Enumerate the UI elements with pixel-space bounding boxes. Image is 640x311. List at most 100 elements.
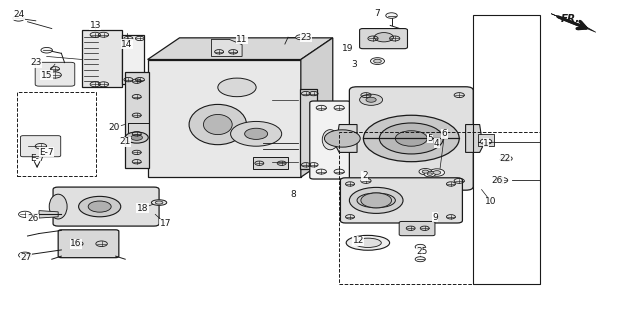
Text: 27: 27 [20,253,32,262]
Circle shape [230,121,282,146]
FancyBboxPatch shape [35,62,75,86]
Circle shape [41,48,52,53]
Text: 26: 26 [27,215,38,224]
Circle shape [366,97,376,102]
Text: 12: 12 [353,236,364,245]
Circle shape [374,33,394,42]
Circle shape [419,169,432,175]
Circle shape [324,130,360,147]
Ellipse shape [152,200,167,205]
Text: 5: 5 [427,134,433,143]
Circle shape [428,173,433,175]
Text: 4: 4 [434,139,440,148]
Text: 22: 22 [500,154,511,163]
Text: 19: 19 [342,44,353,53]
FancyBboxPatch shape [360,29,408,49]
Polygon shape [39,211,58,218]
Text: 7: 7 [374,9,380,18]
Text: 16: 16 [70,239,82,248]
Circle shape [415,257,426,262]
Text: 14: 14 [122,39,133,49]
Circle shape [125,132,148,143]
Text: 23: 23 [300,33,312,42]
Text: 20: 20 [109,123,120,132]
Circle shape [386,13,397,18]
Circle shape [364,115,460,162]
Circle shape [13,16,24,21]
Circle shape [433,171,441,174]
Bar [83,30,122,87]
Polygon shape [466,124,483,152]
Bar [478,134,494,146]
Circle shape [480,139,492,144]
Text: 15: 15 [41,71,52,80]
Circle shape [380,123,444,154]
Polygon shape [551,14,596,32]
FancyBboxPatch shape [399,221,435,236]
Bar [125,72,149,168]
Circle shape [360,94,383,105]
Text: 3: 3 [351,60,356,69]
Text: 13: 13 [90,21,101,30]
Polygon shape [211,39,242,56]
Circle shape [349,188,403,213]
FancyBboxPatch shape [310,101,351,179]
Text: 9: 9 [432,213,438,222]
Circle shape [396,131,428,146]
FancyArrowPatch shape [557,16,587,29]
Ellipse shape [156,201,163,204]
Text: 26: 26 [492,176,503,185]
Ellipse shape [204,114,232,135]
Circle shape [500,156,512,161]
Text: E-7: E-7 [30,154,44,163]
Ellipse shape [357,193,396,208]
Text: 11: 11 [236,35,248,44]
Circle shape [424,171,436,177]
Bar [17,92,97,176]
FancyBboxPatch shape [58,230,119,258]
Ellipse shape [322,130,338,150]
Text: 24: 24 [13,10,24,19]
Text: E-7: E-7 [40,148,54,157]
Circle shape [361,193,392,208]
Bar [122,35,145,84]
Circle shape [422,170,429,173]
Text: 21: 21 [120,137,131,146]
Polygon shape [301,38,333,177]
Ellipse shape [346,235,390,250]
Text: 25: 25 [417,247,428,256]
Circle shape [79,196,121,217]
Circle shape [415,244,426,249]
Text: 2: 2 [362,171,367,180]
Text: 8: 8 [291,190,296,199]
Ellipse shape [355,238,381,248]
FancyBboxPatch shape [340,178,463,223]
Bar [339,132,540,284]
Bar [300,89,317,169]
Circle shape [374,59,381,63]
Circle shape [371,58,385,64]
Circle shape [296,35,306,40]
Bar [253,157,288,169]
Polygon shape [148,38,333,59]
Circle shape [131,135,143,140]
Ellipse shape [49,194,67,219]
Bar [148,59,301,177]
Text: 23: 23 [30,58,42,67]
Circle shape [88,201,111,212]
Text: 17: 17 [160,219,172,228]
Circle shape [218,78,256,97]
Circle shape [429,169,445,176]
Ellipse shape [189,104,246,145]
Text: 6: 6 [442,129,447,138]
Text: 1: 1 [483,139,489,148]
Polygon shape [336,124,357,152]
Bar [473,15,540,284]
Text: 18: 18 [137,204,148,213]
FancyBboxPatch shape [20,136,61,157]
FancyBboxPatch shape [349,87,473,190]
FancyBboxPatch shape [53,187,159,226]
Circle shape [244,128,268,139]
Text: 10: 10 [485,197,497,207]
Text: FR.: FR. [561,14,580,24]
